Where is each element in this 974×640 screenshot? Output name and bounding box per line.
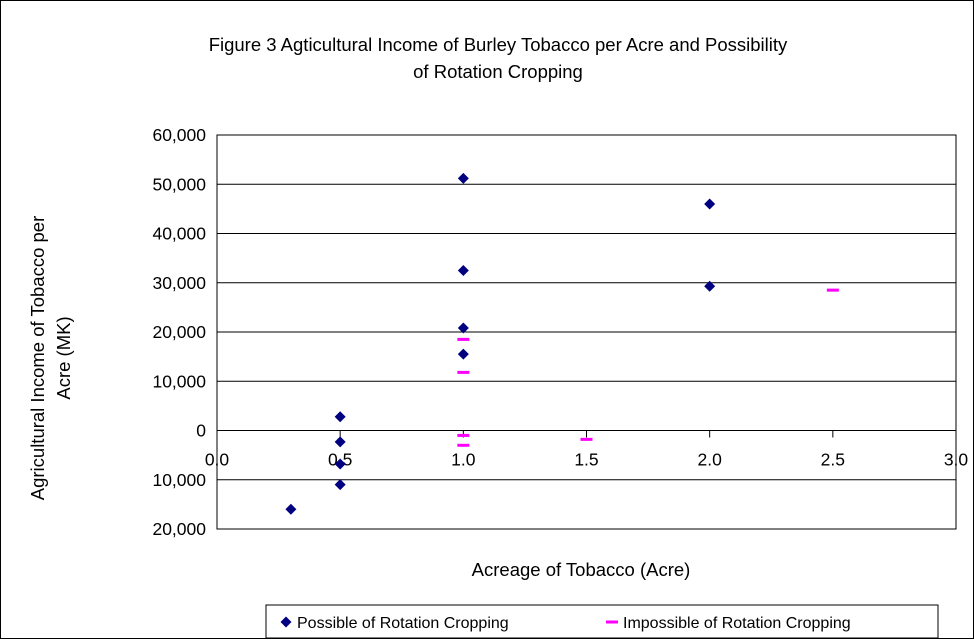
y-tick-label-4: 20,000: [152, 322, 206, 342]
y-tick-label-8: 20,000: [152, 519, 206, 539]
y-tick-label-7: 10,000: [152, 470, 206, 490]
data-point-possible-4: [334, 479, 346, 491]
data-point-impossible-4: [580, 437, 593, 441]
data-point-impossible-5: [826, 288, 839, 292]
x-tick-label-3: 1.5: [574, 450, 598, 470]
plot-area-border: [216, 134, 957, 530]
data-point-possible-6: [457, 264, 469, 276]
data-point-possible-5: [457, 172, 469, 184]
x-tick-label-6: 3.0: [944, 450, 969, 470]
data-point-possible-8: [457, 348, 469, 360]
data-point-possible-1: [334, 411, 346, 423]
legend-marker-impossible: [606, 620, 618, 624]
data-point-possible-2: [334, 436, 346, 448]
x-tick-label-2: 1.0: [451, 450, 476, 470]
x-tick-label-0: 0.0: [205, 450, 230, 470]
data-point-impossible-3: [457, 443, 470, 447]
y-tick-label-3: 30,000: [152, 273, 206, 293]
data-point-impossible-1: [457, 370, 470, 374]
data-point-possible-3: [334, 458, 346, 470]
y-axis-title-line-1: Agricultural Income of Tobacco per: [27, 216, 48, 501]
y-tick-label-6: 0: [196, 421, 206, 441]
data-point-possible-9: [704, 198, 716, 210]
data-point-possible-7: [457, 322, 469, 334]
x-axis-title: Acreage of Tobacco (Acre): [472, 559, 691, 580]
data-point-impossible-2: [457, 433, 470, 437]
x-tick-label-5: 2.5: [821, 450, 845, 470]
legend-label-possible: Possible of Rotation Cropping: [297, 615, 509, 632]
legend-box: [265, 604, 939, 639]
data-point-impossible-0: [457, 337, 470, 341]
y-tick-label-5: 10,000: [152, 371, 206, 391]
y-tick-label-0: 60,000: [152, 125, 206, 145]
legend-marker-possible: [280, 616, 292, 628]
chart-title-line-1: Figure 3 Agticultural Income of Burley T…: [209, 34, 788, 55]
y-tick-label-2: 40,000: [152, 224, 206, 244]
y-tick-label-1: 50,000: [152, 174, 206, 194]
y-axis-title-line-2: Acre (MK): [53, 316, 74, 399]
legend-label-impossible: Impossible of Rotation Cropping: [623, 615, 851, 632]
x-tick-label-4: 2.0: [698, 450, 723, 470]
data-point-possible-10: [704, 280, 716, 292]
data-point-possible-0: [285, 503, 297, 515]
chart-title-line-2: of Rotation Cropping: [413, 61, 583, 82]
